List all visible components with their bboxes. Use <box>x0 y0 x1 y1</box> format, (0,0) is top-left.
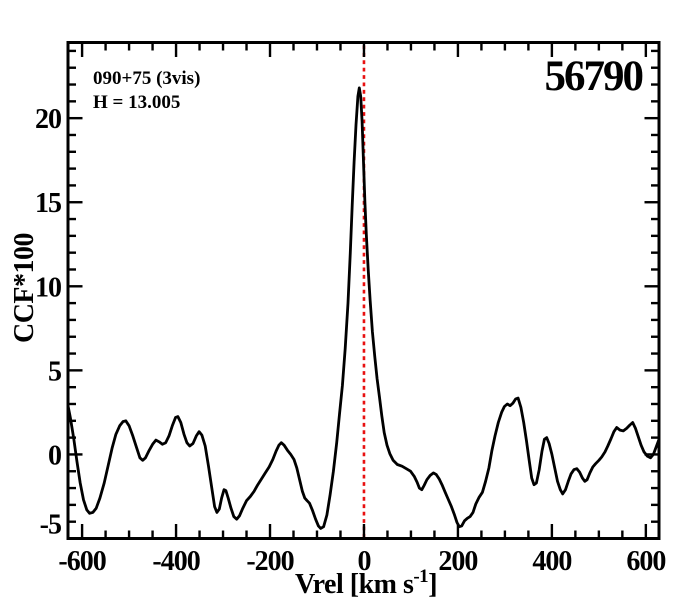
axis-ticks <box>69 44 658 540</box>
annotation-field-id: 090+75 (3vis) <box>93 68 200 89</box>
x-tick-label: -200 <box>246 546 293 577</box>
y-tick-label: -5 <box>40 510 61 541</box>
x-axis-label-main: Vrel [km s <box>295 569 414 600</box>
x-tick-label: -600 <box>58 546 105 577</box>
x-axis-label-end: ] <box>428 569 437 600</box>
x-axis-label: Vrel [km s-1] <box>295 566 437 600</box>
y-tick-label: 5 <box>48 356 61 387</box>
y-tick-label: 15 <box>35 188 61 219</box>
x-tick-label: 400 <box>532 546 571 577</box>
plot-title: 56790 <box>545 53 643 100</box>
x-tick-labels: -600 -400 -200 0 200 400 600 <box>58 546 666 577</box>
x-tick-label: 600 <box>626 546 665 577</box>
x-axis-label-superscript: -1 <box>413 566 428 587</box>
annotation-h-magnitude: H = 13.005 <box>93 92 180 113</box>
x-tick-label: 0 <box>357 546 370 577</box>
y-axis-label: CCF*100 <box>9 233 40 343</box>
x-tick-label: 200 <box>438 546 477 577</box>
y-tick-label: 0 <box>48 440 61 471</box>
y-tick-label: 10 <box>35 272 61 303</box>
y-tick-label: 20 <box>35 104 61 135</box>
x-tick-label: -400 <box>152 546 199 577</box>
ccf-curve <box>66 86 661 530</box>
y-tick-labels: -5 0 5 10 15 20 <box>35 104 62 541</box>
plot-frame <box>66 41 661 540</box>
